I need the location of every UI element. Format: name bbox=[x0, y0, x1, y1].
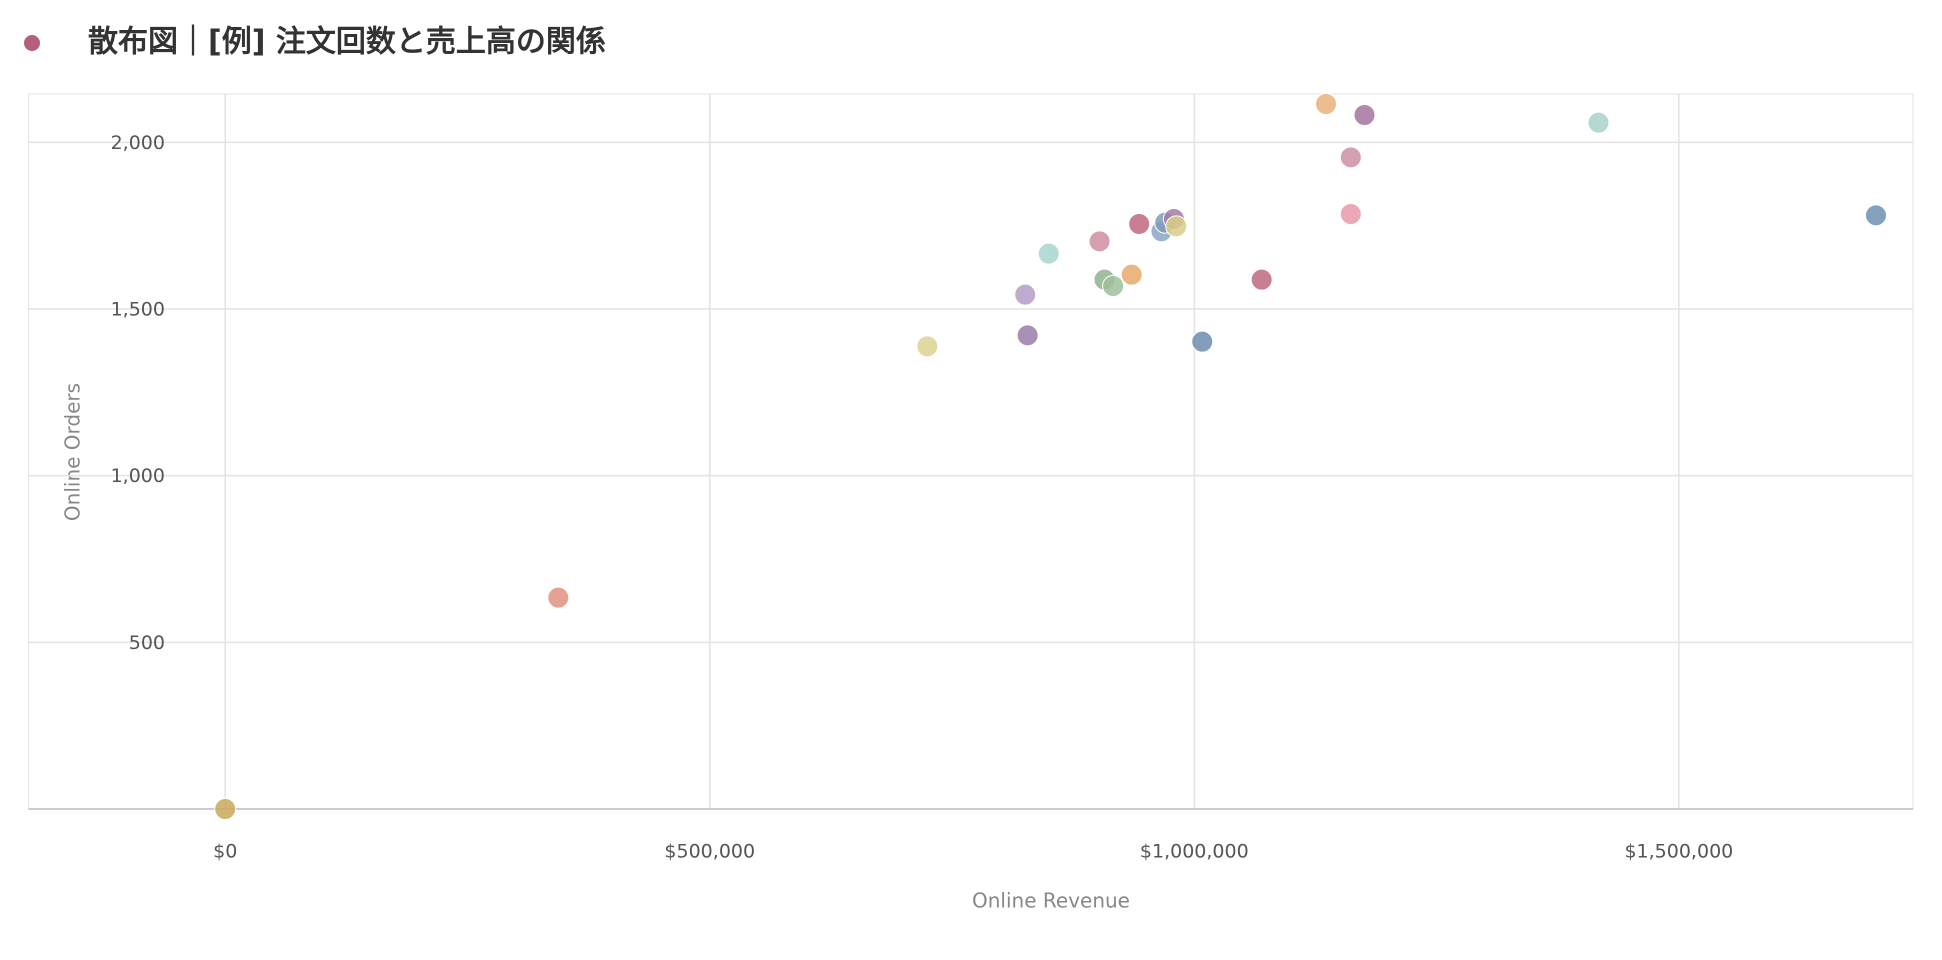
point bbox=[1102, 275, 1125, 297]
point bbox=[1128, 213, 1151, 235]
y-axis-title: Online Orders bbox=[61, 383, 85, 521]
x-axis-title: Online Revenue bbox=[972, 889, 1130, 913]
y-tick-label: 500 bbox=[129, 632, 165, 654]
x-tick-label: $500,000 bbox=[664, 841, 755, 863]
point bbox=[1315, 93, 1338, 115]
x-tick-label: $1,000,000 bbox=[1140, 841, 1249, 863]
point bbox=[1587, 111, 1610, 134]
point bbox=[1191, 330, 1214, 353]
point bbox=[1864, 204, 1887, 227]
y-tick-label: 2,000 bbox=[111, 132, 165, 154]
x-tick-label: $1,500,000 bbox=[1624, 841, 1733, 863]
point bbox=[1120, 263, 1143, 286]
y-tick-label: 1,500 bbox=[111, 299, 165, 321]
x-tick-label: $0 bbox=[213, 841, 237, 863]
point bbox=[214, 798, 237, 820]
chart-title: 散布図｜[例] 注文回数と売上高の関係 bbox=[88, 25, 606, 60]
point bbox=[916, 335, 939, 358]
point bbox=[547, 586, 570, 609]
y-tick-label: 1,000 bbox=[111, 465, 165, 487]
point bbox=[1014, 283, 1037, 306]
point bbox=[1088, 230, 1111, 253]
point bbox=[1165, 215, 1188, 238]
point bbox=[1353, 104, 1376, 126]
point bbox=[1250, 268, 1273, 291]
plot-frame bbox=[28, 93, 1914, 810]
point bbox=[1016, 324, 1039, 347]
point bbox=[1339, 203, 1362, 225]
title-marker bbox=[24, 35, 40, 51]
point bbox=[1339, 146, 1362, 169]
point bbox=[1037, 242, 1060, 265]
